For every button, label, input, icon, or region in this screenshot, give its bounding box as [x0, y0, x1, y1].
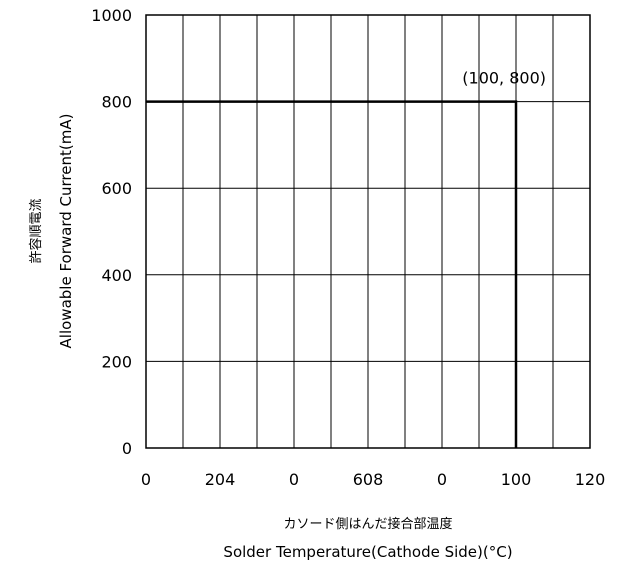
x-tick-label: 608: [353, 470, 384, 489]
y-tick-label: 1000: [91, 6, 132, 25]
tick-labels: 0 204 0 608 0 100 120 0 200 400 600 800 1000: [91, 6, 605, 489]
y-tick-label: 800: [101, 93, 132, 112]
y-tick-label: 200: [101, 352, 132, 371]
x-tick-label: 100: [501, 470, 532, 489]
x-axis-title-jp: カソード側はんだ接合部温度: [283, 516, 452, 532]
x-tick-label: 120: [575, 470, 606, 489]
x-tick-label: 0: [141, 470, 151, 489]
plot-area-frame: [145, 14, 591, 449]
y-axis-title-jp: 許容順電流: [28, 198, 44, 263]
y-tick-label: 600: [101, 179, 132, 198]
y-tick-label: 0: [122, 439, 132, 458]
point-annotation: (100, 800): [462, 69, 546, 88]
x-tick-label: 204: [205, 470, 236, 489]
y-tick-label: 400: [101, 266, 132, 285]
x-tick-label: 0: [289, 470, 299, 489]
x-axis-title: Solder Temperature(Cathode Side)(°C): [223, 543, 512, 561]
x-tick-label: 0: [437, 470, 447, 489]
annotations: (100, 800): [462, 69, 546, 88]
series: [146, 100, 518, 448]
y-axis-title: Allowable Forward Current(mA): [57, 114, 75, 349]
series-line-0: [146, 100, 518, 448]
